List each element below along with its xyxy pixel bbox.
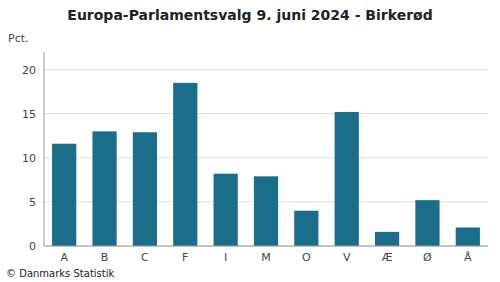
bar (254, 176, 278, 246)
x-tick-label: M (261, 251, 271, 264)
y-tick-label: 15 (22, 108, 36, 121)
x-tick-label: Ø (423, 251, 432, 264)
x-tick-label: Æ (382, 251, 393, 264)
bar (456, 227, 480, 246)
bar (173, 83, 197, 246)
chart: Europa-Parlamentsvalg 9. juni 2024 - Bir… (0, 0, 500, 282)
y-tick-label: 0 (29, 240, 36, 253)
x-tick-label: O (302, 251, 311, 264)
bar (214, 174, 238, 246)
bars (52, 83, 480, 246)
x-tick-label: F (182, 251, 188, 264)
bar (133, 132, 157, 246)
chart-container: Europa-Parlamentsvalg 9. juni 2024 - Bir… (0, 0, 500, 282)
bar (92, 131, 116, 246)
y-tick-label: 10 (22, 152, 36, 165)
y-axis-line (44, 52, 45, 246)
x-tick-label: Å (464, 251, 472, 264)
footer: © Danmarks Statistik (6, 268, 115, 279)
x-tick-label: C (141, 251, 149, 264)
grid-line (44, 246, 488, 247)
grid (44, 70, 488, 246)
bar (375, 232, 399, 246)
bar (335, 112, 359, 246)
bar (415, 200, 439, 246)
x-tick-label: V (343, 251, 351, 264)
grid-line (44, 69, 488, 70)
x-tick-label: A (60, 251, 68, 264)
y-tick-label: 5 (29, 196, 36, 209)
x-tick-label: I (224, 251, 227, 264)
bar (294, 211, 318, 246)
y-tick-label: 20 (22, 64, 36, 77)
y-axis-label: Pct. (8, 32, 29, 45)
bar (52, 144, 76, 246)
x-tick-label: B (101, 251, 109, 264)
grid-line (44, 113, 488, 114)
title: Europa-Parlamentsvalg 9. juni 2024 - Bir… (67, 7, 432, 23)
x-axis-line (44, 246, 488, 247)
